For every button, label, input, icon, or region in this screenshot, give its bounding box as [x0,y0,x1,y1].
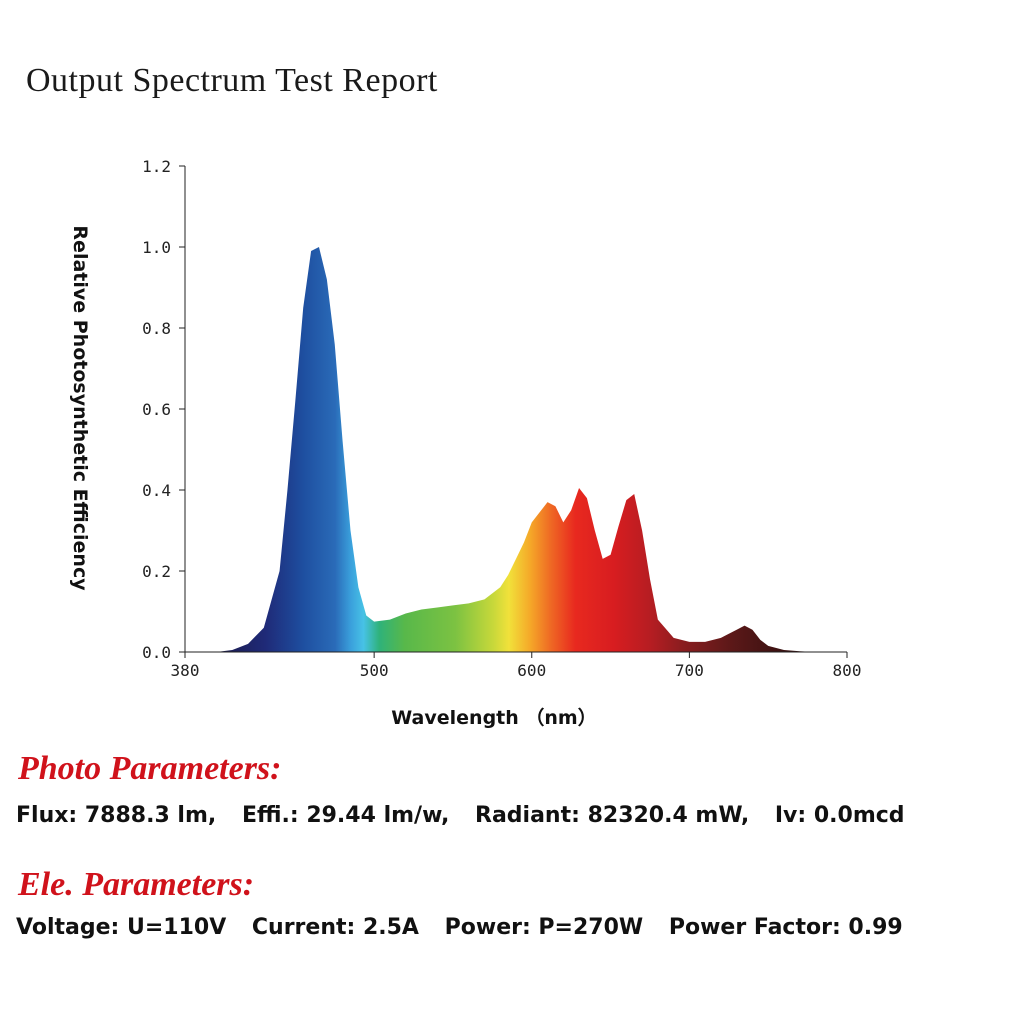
ele-parameters-heading: Ele. Parameters: [18,866,255,903]
y-tick-label: 1.0 [142,238,171,257]
x-axis-label: Wavelength （nm） [391,706,596,729]
spectrum-area [185,247,847,652]
x-tick-label: 800 [833,661,862,680]
y-axis-label: Relative Photosynthetic Efficiency [69,225,91,591]
x-tick-label: 380 [171,661,200,680]
current-value: Current: 2.5A [251,915,419,940]
flux-value: Flux: 7888.3 lm, [16,803,217,828]
efficiency-value: Effi.: 29.44 lm/w, [241,803,450,828]
voltage-value: Voltage: U=110V [16,915,227,940]
y-tick-label: 0.6 [142,400,171,419]
radiant-value: Radiant: 82320.4 mW, [475,803,750,828]
ele-parameters-line: Voltage: U=110V Current: 2.5A Power: P=2… [16,915,921,940]
x-tick-label: 500 [360,661,389,680]
photo-parameters-line: Flux: 7888.3 lm, Effi.: 29.44 lm/w, Radi… [16,803,923,828]
x-tick-label: 600 [517,661,546,680]
power-factor-value: Power Factor: 0.99 [668,915,903,940]
y-tick-label: 0.4 [142,481,171,500]
y-tick-label: 0.8 [142,319,171,338]
report-title: Output Spectrum Test Report [26,62,438,99]
spectrum-chart: 0.0 0.2 0.4 0.6 0.8 1.0 1.2 380 500 600 700 800 Wav… [69,157,861,729]
y-tick-label: 0.2 [142,562,171,581]
x-tick-label: 700 [675,661,704,680]
y-tick-label: 1.2 [142,157,171,176]
y-tick-label: 0.0 [142,643,171,662]
photo-parameters-heading: Photo Parameters: [18,750,282,787]
chart-axes: 0.0 0.2 0.4 0.6 0.8 1.0 1.2 380 500 600 700 800 [142,157,861,680]
power-value: Power: P=270W [444,915,644,940]
iv-value: Iv: 0.0mcd [774,803,905,828]
